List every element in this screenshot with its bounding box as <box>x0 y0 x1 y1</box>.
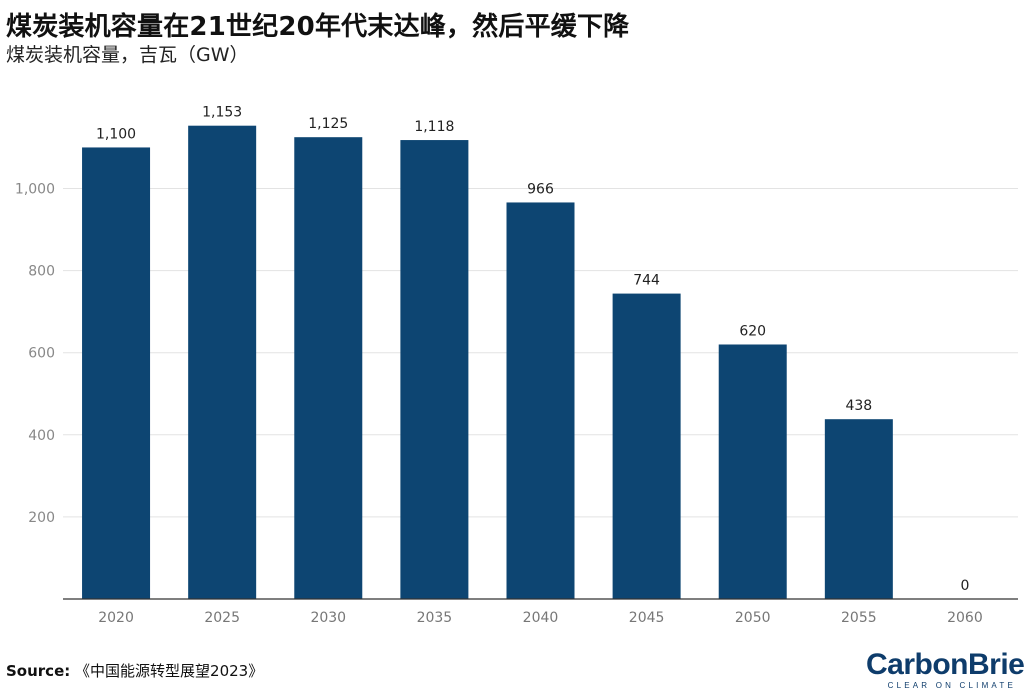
bar <box>506 202 575 599</box>
chart-subtitle: 煤炭装机容量，吉瓦（GW） <box>6 44 249 66</box>
brand-tagline: CLEAR ON CLIMATE <box>887 681 1016 690</box>
chart-title: 煤炭装机容量在21世纪20年代末达峰，然后平缓下降 <box>6 12 630 42</box>
x-tick-label: 2035 <box>417 610 453 626</box>
data-label: 1,100 <box>96 126 136 142</box>
data-label: 620 <box>739 323 766 339</box>
x-tick-label: 2020 <box>98 610 134 626</box>
data-label: 1,125 <box>308 116 348 132</box>
y-tick-label: 800 <box>28 264 55 280</box>
data-label: 1,118 <box>414 119 454 135</box>
bar <box>188 125 257 600</box>
y-tick-label: 400 <box>28 428 55 444</box>
source-note: Source: 《中国能源转型展望2023》 <box>6 660 263 681</box>
source-label: Source: <box>6 662 71 680</box>
y-tick-label: 1,000 <box>15 182 55 198</box>
bar <box>718 344 787 599</box>
source-text: 《中国能源转型展望2023》 <box>75 662 264 680</box>
data-label: 438 <box>845 398 872 414</box>
bar <box>82 147 151 599</box>
brand-name: CarbonBrief <box>866 648 1024 681</box>
brand-logo: CarbonBrief CLEAR ON CLIMATE <box>866 648 1024 691</box>
data-label: 0 <box>960 578 969 594</box>
x-tick-label: 2040 <box>523 610 559 626</box>
bar <box>294 137 363 599</box>
bar <box>612 293 681 599</box>
x-tick-label: 2030 <box>310 610 346 626</box>
data-label: 744 <box>633 273 660 289</box>
x-tick-label: 2045 <box>629 610 665 626</box>
x-tick-label: 2025 <box>204 610 240 626</box>
x-tick-label: 2055 <box>841 610 877 626</box>
x-tick-label: 2050 <box>735 610 771 626</box>
bar <box>824 419 893 599</box>
data-label: 966 <box>527 181 554 197</box>
data-label: 1,153 <box>202 105 242 121</box>
y-tick-label: 600 <box>28 346 55 362</box>
bar <box>400 140 469 599</box>
y-tick-label: 200 <box>28 510 55 526</box>
x-tick-label: 2060 <box>947 610 983 626</box>
